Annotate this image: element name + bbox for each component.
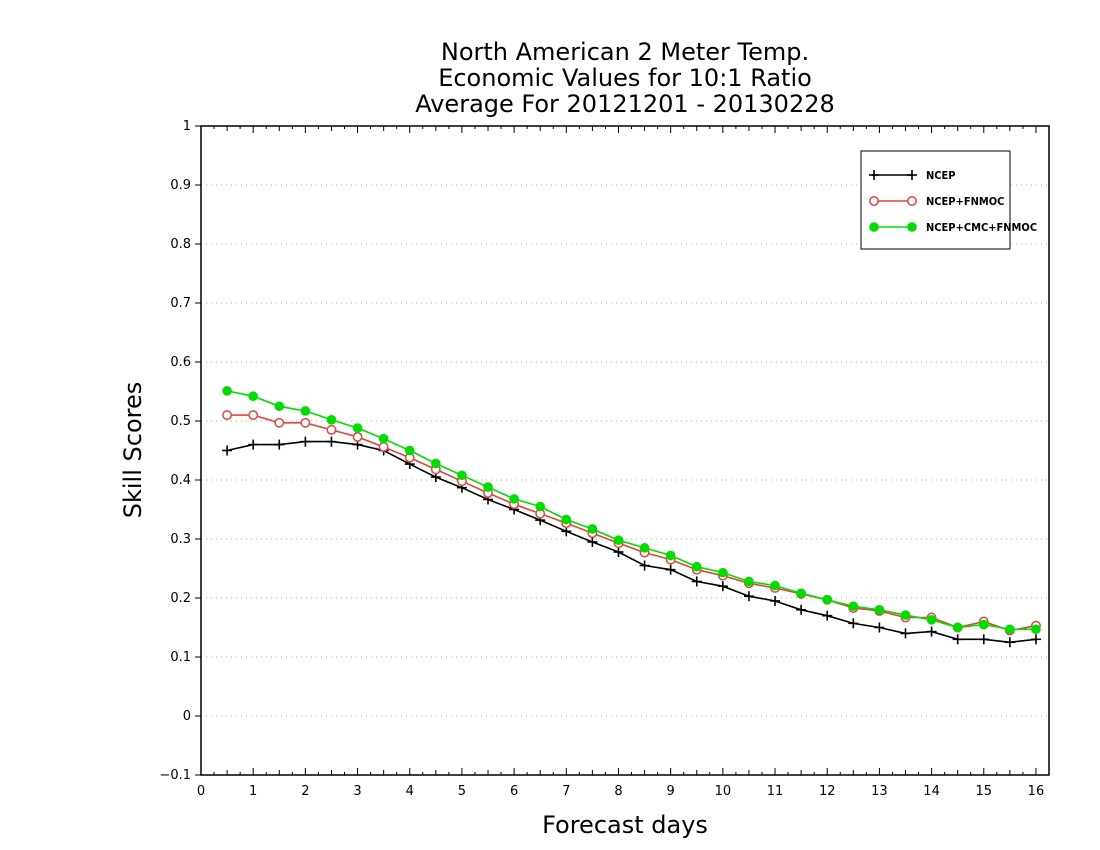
- data-point: [665, 550, 676, 561]
- y-tick-label: 0.5: [170, 414, 191, 429]
- y-tick-label: 0.9: [170, 178, 191, 193]
- axes: −0.100.10.20.30.40.50.60.70.80.910 1 2 3 4 5 6…: [159, 119, 1050, 799]
- series-NCEP: [222, 436, 1041, 648]
- data-point: [222, 386, 232, 396]
- legend: NCEP NCEP+FNMOC NCEP+CMC+FNMOC: [860, 150, 1037, 250]
- chart-title-line-2: Economic Values for 10:1 Ratio: [438, 64, 812, 92]
- data-point: [561, 514, 572, 525]
- data-point: [352, 423, 363, 433]
- data-point: [869, 196, 879, 206]
- data-point: [378, 433, 389, 444]
- data-point: [1005, 624, 1015, 635]
- x-tick-label: 7: [562, 784, 570, 799]
- data-point: [535, 501, 546, 512]
- data-point: [848, 601, 859, 612]
- series-NCEP+CMC+FNMOC: [222, 386, 1041, 635]
- plot-frame: [200, 125, 1050, 776]
- data-point: [509, 494, 519, 504]
- data-point: [639, 543, 650, 553]
- legend-label: NCEP+FNMOC: [926, 195, 1004, 208]
- data-point: [1031, 624, 1041, 635]
- x-tick-label: 15: [975, 784, 992, 799]
- data-point: [900, 610, 911, 620]
- data-point: [770, 580, 780, 591]
- data-point: [326, 424, 337, 435]
- data-point: [274, 417, 285, 428]
- data-point: [222, 410, 233, 421]
- x-tick-label: 0: [197, 784, 205, 799]
- x-tick-label: 2: [301, 784, 309, 799]
- data-point: [248, 410, 259, 421]
- data-point: [352, 431, 363, 442]
- legend-box: [860, 150, 1011, 250]
- y-tick-label: 0.7: [170, 296, 191, 311]
- data-point: [326, 415, 337, 425]
- x-tick-label: 3: [353, 784, 361, 799]
- data-point: [718, 567, 728, 578]
- y-axis-label: Skill Scores: [119, 382, 147, 519]
- data-point: [587, 524, 598, 534]
- data-point: [457, 470, 467, 481]
- data-point: [613, 535, 624, 545]
- x-tick-label: 11: [767, 784, 784, 799]
- data-point: [907, 222, 917, 232]
- y-tick-label: 0.2: [170, 591, 191, 606]
- data-point: [952, 622, 963, 633]
- chart-title-line-1: North American 2 Meter Temp.: [441, 38, 809, 66]
- data-point: [300, 406, 311, 416]
- y-tick-label: 0.4: [170, 473, 191, 488]
- data-point: [378, 442, 389, 452]
- x-tick-label: 14: [923, 784, 940, 799]
- series-group: [222, 386, 1041, 648]
- data-point: [869, 222, 879, 232]
- x-tick-label: 1: [249, 784, 257, 799]
- y-tick-label: −0.1: [159, 768, 191, 783]
- x-axis-label: Forecast days: [542, 811, 708, 839]
- data-point: [248, 391, 258, 402]
- data-point: [744, 576, 754, 587]
- data-point: [907, 196, 917, 206]
- y-tick-label: 0.8: [170, 237, 191, 252]
- x-tick-label: 5: [458, 784, 466, 799]
- x-tick-label: 16: [1028, 784, 1045, 799]
- data-point: [431, 458, 441, 469]
- y-tick-label: 1: [183, 119, 191, 134]
- series-line: [226, 440, 1037, 644]
- x-tick-label: 12: [819, 784, 836, 799]
- x-tick-label: 10: [715, 784, 732, 799]
- data-point: [978, 619, 989, 630]
- gridlines: [201, 184, 1049, 717]
- x-tick-label: 4: [406, 784, 414, 799]
- data-point: [926, 615, 937, 625]
- data-point: [300, 417, 311, 428]
- x-tick-label: 6: [510, 784, 518, 799]
- data-point: [822, 594, 833, 605]
- x-tick-label: 8: [614, 784, 622, 799]
- data-point: [483, 482, 493, 492]
- chart-title-line-3: Average For 20121201 - 20130228: [415, 90, 835, 118]
- y-tick-label: 0.6: [170, 355, 191, 370]
- legend-label: NCEP: [926, 169, 956, 182]
- y-tick-label: 0.1: [170, 650, 191, 665]
- series-NCEP+FNMOC: [222, 410, 1041, 636]
- x-tick-label: 13: [871, 784, 888, 799]
- data-point: [691, 561, 702, 572]
- series-line: [226, 390, 1036, 631]
- y-tick-label: 0.3: [170, 532, 191, 547]
- legend-label: NCEP+CMC+FNMOC: [926, 221, 1037, 234]
- data-point: [274, 401, 285, 412]
- data-point: [796, 588, 806, 599]
- data-point: [404, 445, 415, 456]
- data-point: [874, 605, 885, 615]
- y-tick-label: 0: [183, 709, 191, 724]
- x-tick-label: 9: [667, 784, 675, 799]
